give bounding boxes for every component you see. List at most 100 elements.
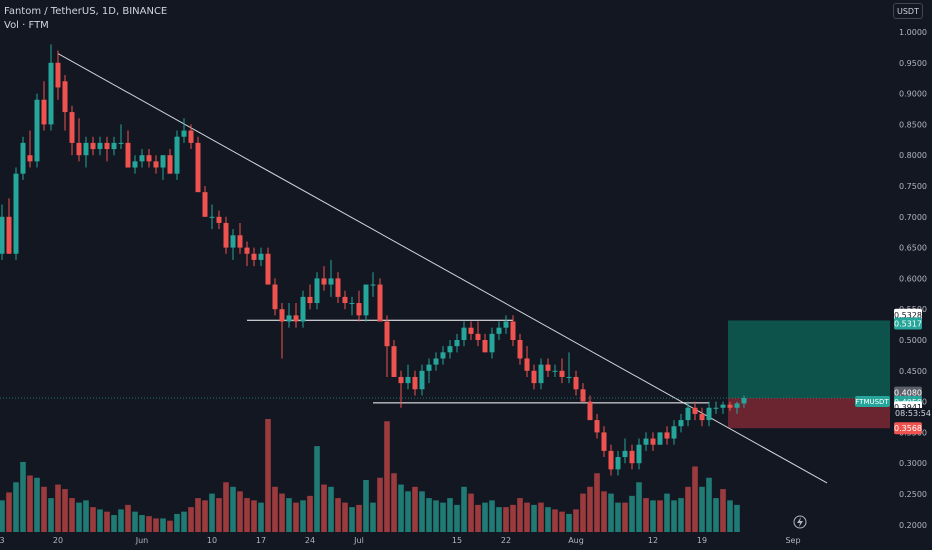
candle-body — [601, 432, 607, 451]
candle-body — [6, 216, 12, 254]
volume-bar — [167, 520, 173, 532]
candle-body — [454, 340, 460, 347]
candle-body — [622, 450, 628, 458]
price-axis-label: 0.7500 — [899, 182, 927, 191]
volume-bar — [643, 498, 649, 532]
time-axis-label: 10 — [207, 536, 217, 545]
volume-bar — [188, 507, 194, 532]
candle-body — [398, 376, 404, 384]
volume-bar — [76, 502, 82, 532]
volume-bar — [237, 491, 243, 532]
candle-body — [384, 321, 390, 347]
price-axis[interactable]: 1.0000 0.9500 0.9000 0.8500 0.8000 0.7500 0.70… — [899, 28, 927, 530]
candle-body — [664, 432, 670, 439]
candle-body — [545, 364, 551, 371]
candle-body — [370, 284, 376, 286]
price-axis-label: 1.0000 — [899, 28, 927, 37]
candle-body — [69, 112, 75, 143]
candle-body — [118, 142, 124, 144]
symbol-title[interactable]: Fantom / TetherUS, 1D, BINANCE — [4, 6, 168, 17]
volume-bar — [489, 500, 495, 532]
volume-bar — [433, 500, 439, 532]
volume-bar — [125, 504, 131, 532]
candle-body — [195, 142, 201, 193]
candle-body — [692, 407, 698, 414]
candle-body — [503, 321, 509, 328]
candle-body — [132, 161, 138, 168]
volume-bar — [363, 480, 369, 532]
volume-bar — [321, 484, 327, 532]
volume-bar — [202, 500, 208, 532]
candle-body — [342, 296, 348, 304]
candle-body — [468, 327, 474, 334]
candle-body — [328, 278, 334, 285]
candle-body — [580, 389, 586, 402]
candle-body — [160, 155, 166, 168]
volume-bar — [300, 500, 306, 532]
candle-body — [265, 253, 271, 285]
volume-bar — [510, 504, 516, 532]
volume-bar — [27, 475, 33, 532]
price-axis-label: 0.8000 — [899, 151, 927, 160]
candle-body — [720, 404, 726, 408]
price-tag: 0.4080 — [894, 389, 922, 398]
volume-bar — [34, 477, 40, 532]
candle-body — [104, 142, 110, 150]
volume-bar — [461, 486, 467, 532]
candle-body — [286, 315, 292, 322]
volume-bar — [727, 500, 733, 532]
time-axis-label: 3 — [0, 536, 5, 545]
symbol-tag: FTMUSDT — [855, 398, 889, 406]
candle-body — [41, 99, 47, 125]
candle-body — [216, 216, 222, 223]
volume-bar — [468, 493, 474, 532]
candle-body — [55, 62, 61, 88]
candle-body — [517, 340, 523, 359]
candle-body — [111, 142, 117, 150]
time-axis[interactable]: 3 20 Jun 10 17 24 Jul 15 22 Aug 12 19 Sep — [0, 536, 801, 545]
volume-bar — [6, 492, 12, 532]
candle-body — [48, 62, 54, 125]
volume-bar — [104, 511, 110, 532]
volume-bar — [83, 500, 89, 532]
candle-body — [678, 420, 684, 427]
volume-bar — [69, 498, 75, 532]
candle-body — [251, 253, 257, 260]
candle-body — [90, 142, 96, 150]
volume-bar — [496, 507, 502, 532]
candle-body — [377, 284, 383, 322]
volume-bar — [272, 486, 278, 532]
price-axis-label: 0.8500 — [899, 120, 927, 129]
volume-bar — [118, 509, 124, 532]
candle-body — [615, 457, 621, 470]
candle-body — [734, 403, 740, 408]
volume-legend[interactable]: Vol · FTM — [4, 20, 49, 31]
candle-body — [587, 401, 593, 421]
volume-bar — [713, 498, 719, 532]
candle-body — [573, 376, 579, 390]
candle-body — [419, 370, 425, 390]
volume-bar — [293, 502, 299, 532]
volume-bar — [223, 482, 229, 532]
volume-bars — [0, 419, 740, 532]
candle-body — [188, 130, 194, 143]
candle-body — [699, 413, 705, 421]
candle-body — [482, 340, 488, 353]
lightning-icon[interactable] — [793, 515, 807, 529]
volume-bar — [566, 513, 572, 532]
price-axis-label: 0.4500 — [899, 367, 927, 376]
time-axis-label: 22 — [501, 536, 511, 545]
candle-body — [643, 438, 649, 445]
volume-bar — [419, 491, 425, 532]
candle-body — [307, 296, 313, 304]
volume-bar — [405, 491, 411, 532]
time-axis-label: Aug — [568, 536, 584, 545]
candle-body — [496, 327, 502, 334]
candle-body — [356, 303, 362, 316]
price-tag: 0.5328 — [894, 311, 922, 320]
volume-bar — [699, 486, 705, 532]
candle-body — [335, 278, 341, 297]
volume-bar — [426, 498, 432, 532]
currency-button[interactable]: USDT — [893, 3, 923, 19]
